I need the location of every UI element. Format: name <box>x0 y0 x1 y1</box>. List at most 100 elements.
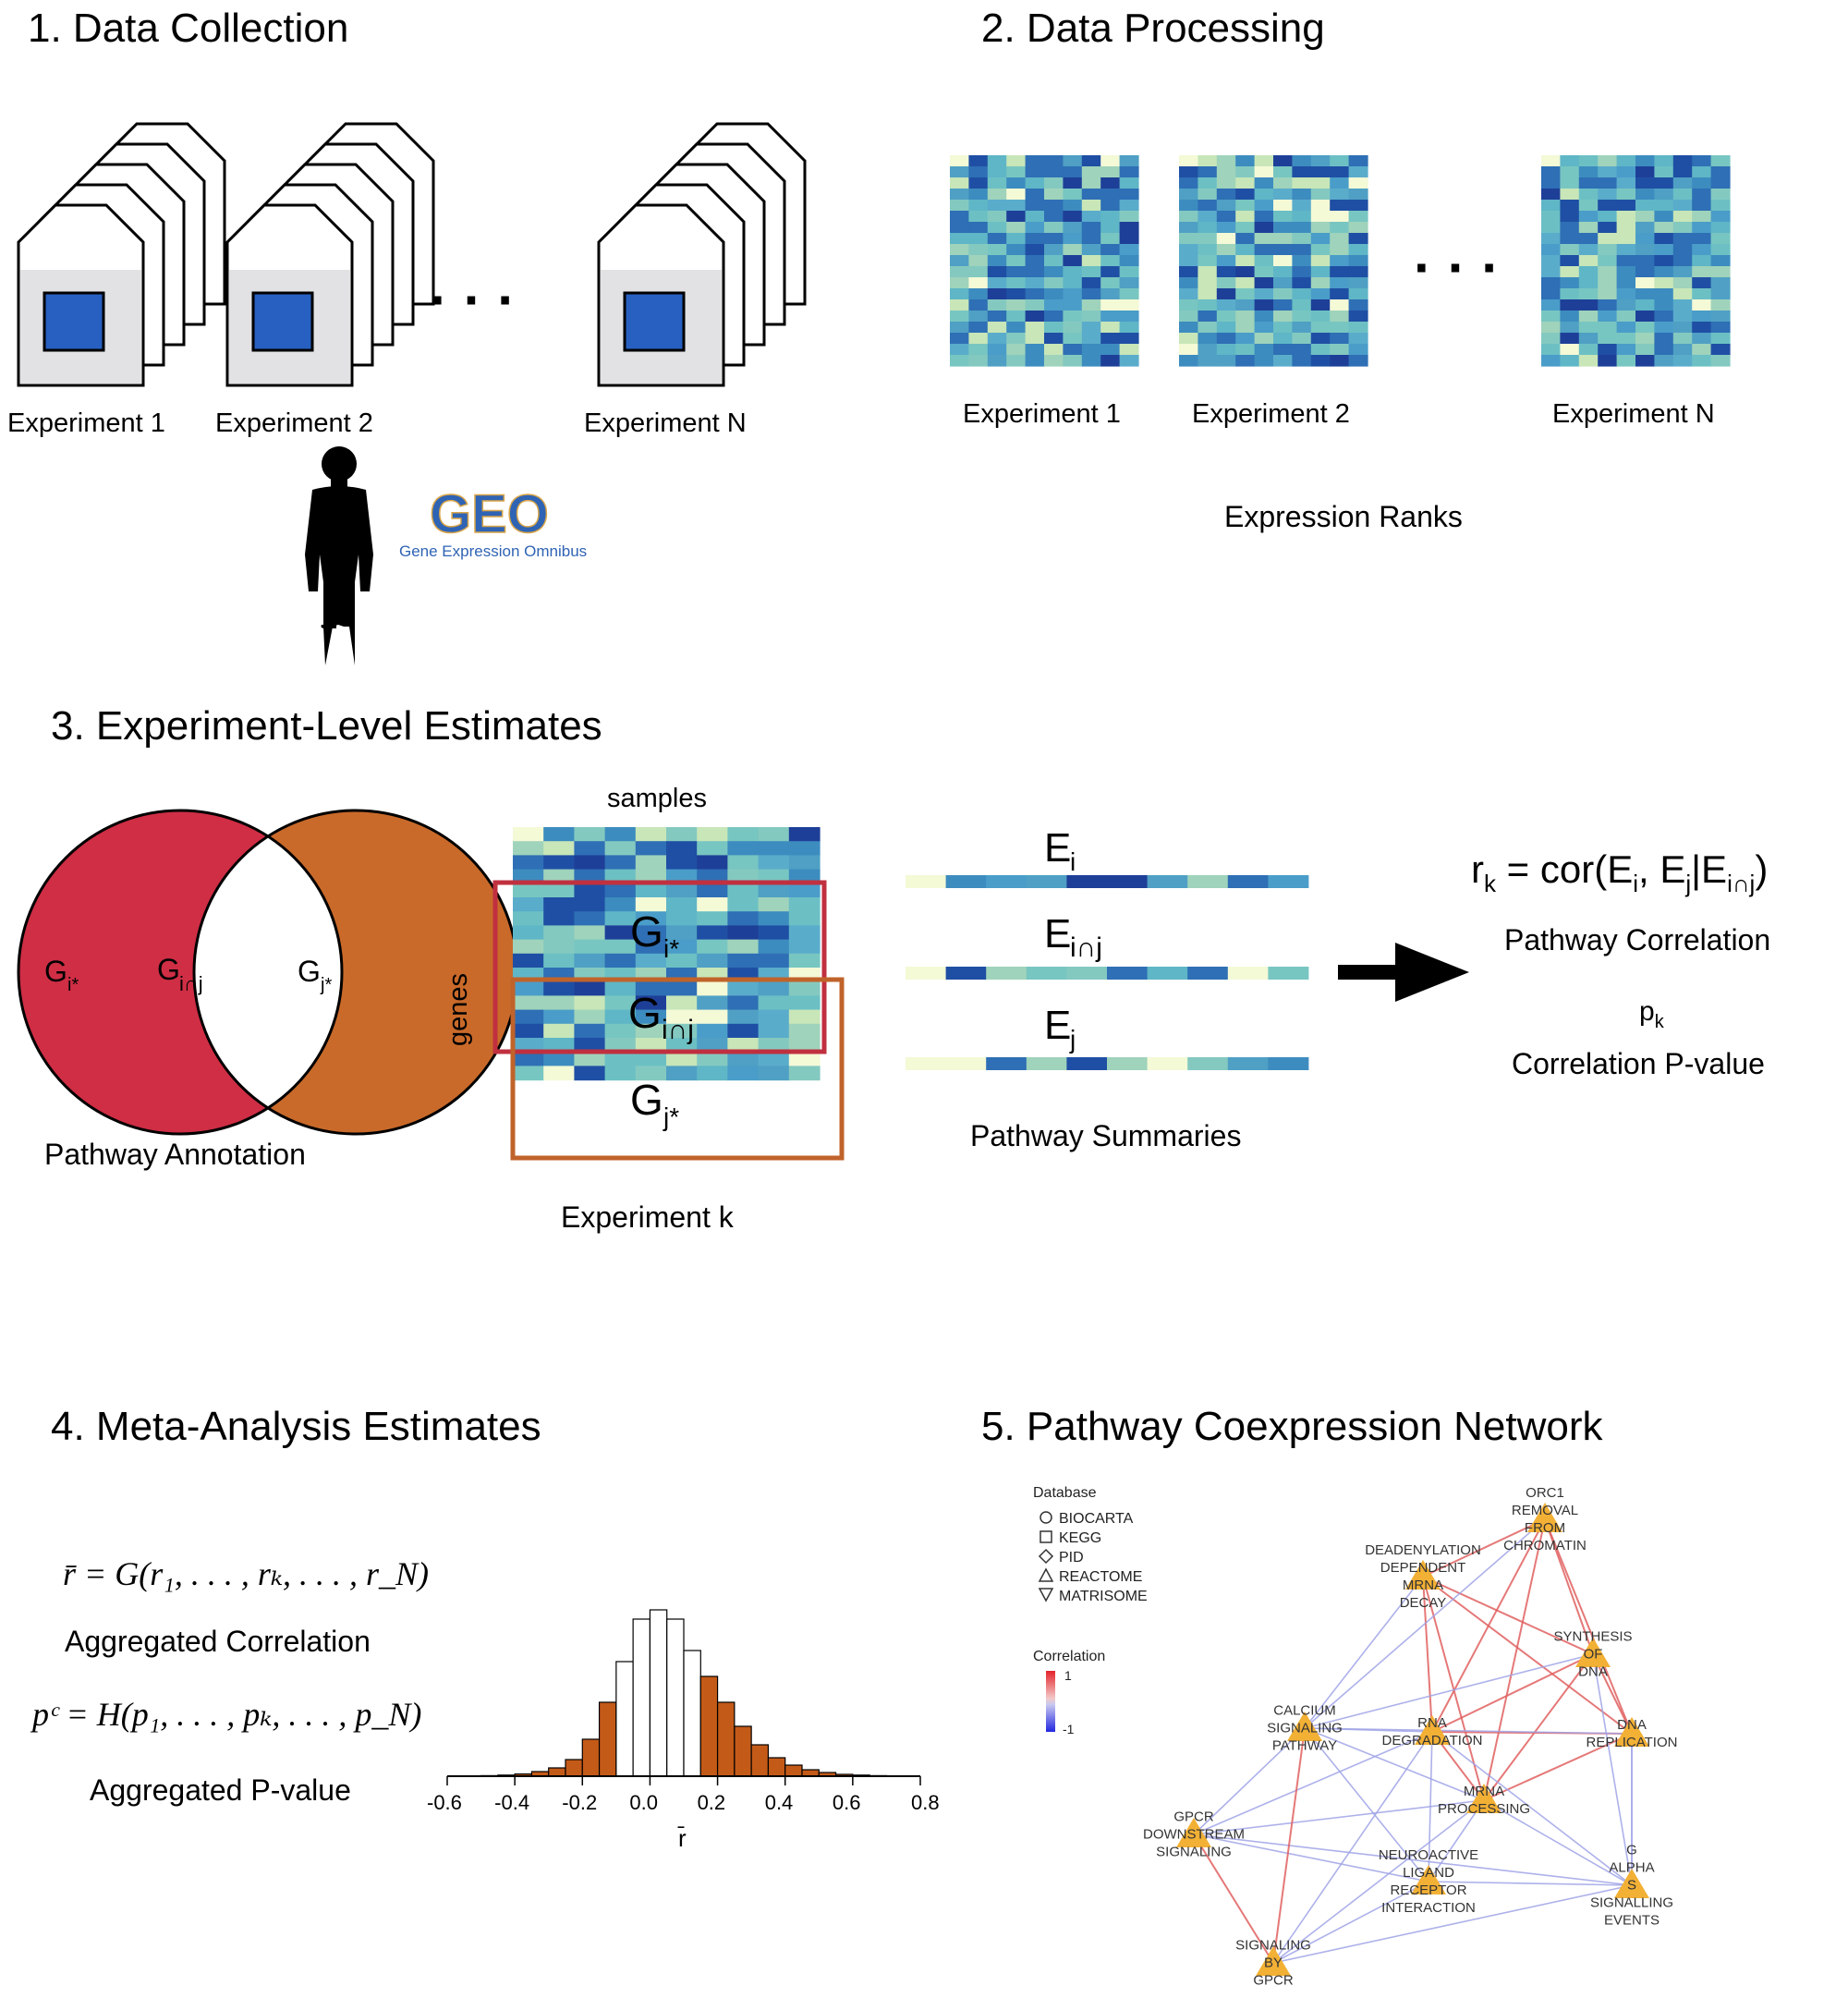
heatmap-cell <box>1310 189 1331 201</box>
heatmap-cell <box>1635 322 1655 334</box>
heatmap-cell <box>1598 288 1618 300</box>
aggregated-correlation-label: Aggregated Correlation <box>65 1625 371 1658</box>
heatmap-cell <box>1672 266 1693 278</box>
heatmap-cell <box>1292 333 1312 345</box>
heatmap-cell <box>968 266 989 278</box>
heatmap-cell <box>1292 277 1312 289</box>
heatmap-cell <box>1348 333 1368 345</box>
heatmap-cell <box>788 995 821 1011</box>
heatmap-cell <box>1598 344 1618 356</box>
heatmap-cell <box>1254 333 1274 345</box>
document-icon <box>17 203 145 387</box>
heatmap-cell <box>513 939 544 955</box>
s2-experiment-2-label: Experiment 2 <box>1192 399 1350 429</box>
heatmap-cell <box>666 841 698 856</box>
summary-cell <box>1147 967 1188 980</box>
heatmap-cell <box>1635 244 1655 256</box>
network-node-icon <box>1411 1865 1446 1894</box>
network-node-label: FROM <box>1525 1520 1565 1536</box>
heatmap-cell <box>1063 233 1083 245</box>
heatmap-cell <box>1578 189 1599 201</box>
heatmap-cell <box>543 925 575 941</box>
histogram-tick-label: 0.4 <box>765 1791 794 1814</box>
heatmap-cell <box>1044 233 1064 245</box>
network-edge <box>1428 1799 1485 1882</box>
network-node-label: INTERACTION <box>1381 1900 1476 1916</box>
heatmap-cell <box>1119 177 1139 189</box>
heatmap-cell <box>666 827 698 842</box>
heatmap-cell <box>1119 277 1139 289</box>
heatmap-cell <box>1198 177 1218 189</box>
heatmap-cell <box>1654 311 1674 323</box>
histogram-bar <box>784 1764 803 1777</box>
heatmap-cell <box>1635 288 1655 300</box>
heatmap-cell <box>1292 355 1312 367</box>
heatmap-cell <box>666 869 698 884</box>
heatmap-cell <box>604 925 637 941</box>
heatmap-cell <box>543 897 575 912</box>
heatmap-cell <box>987 288 1007 300</box>
heatmap-cell <box>666 855 698 871</box>
heatmap-cell <box>1616 255 1636 267</box>
heatmap-cell <box>666 1038 698 1053</box>
heatmap-cell <box>543 869 575 884</box>
heatmap-cell <box>1710 311 1731 323</box>
heatmap-cell <box>1616 333 1636 345</box>
s2-ellipsis: · · · <box>1414 237 1500 298</box>
summary-cell <box>1107 875 1148 888</box>
heatmap-cell <box>1216 244 1236 256</box>
heatmap-cell <box>968 288 989 300</box>
heatmap-cell <box>1348 155 1368 167</box>
heatmap-cell <box>697 981 728 996</box>
network-node-label: MRNA <box>1464 1784 1504 1799</box>
network-edge <box>1193 1799 1485 1835</box>
heatmap-cell <box>1710 322 1731 334</box>
heatmap-cell <box>1292 244 1312 256</box>
heatmap-cell <box>635 981 667 996</box>
heatmap-cell <box>1063 189 1083 201</box>
heatmap-cell <box>1235 344 1256 356</box>
heatmap-cell <box>1560 344 1580 356</box>
heatmap-cell <box>987 311 1007 323</box>
heatmap-cell <box>1541 255 1561 267</box>
heatmap-cell <box>1310 166 1331 178</box>
heatmap-cell <box>1560 255 1580 267</box>
summary-bar-3 <box>906 1057 1309 1070</box>
heatmap-cell <box>1541 355 1561 367</box>
heatmap-cell <box>1692 233 1712 245</box>
summary-cell <box>1066 875 1108 888</box>
heatmap-cell <box>1254 166 1274 178</box>
network-legend: Database BIOCARTA KEGG PID REACTOME MATR… <box>1033 1485 1148 1736</box>
heatmap-cell <box>950 288 969 300</box>
heatmap-cell <box>574 911 606 926</box>
heatmap-cell <box>1710 277 1731 289</box>
heatmap-cell <box>1635 222 1655 234</box>
heatmap-cell <box>635 883 667 898</box>
heatmap-cell <box>1348 322 1368 334</box>
heatmap-cell <box>1273 200 1293 212</box>
heatmap-cell <box>758 883 790 898</box>
heatmap-cell <box>1179 322 1198 334</box>
heatmap-cell <box>513 841 544 856</box>
histogram-tick-label: 0.2 <box>698 1791 726 1814</box>
heatmap-cell <box>1578 222 1599 234</box>
heatmap-cell <box>1635 277 1655 289</box>
heatmap-cell <box>1672 277 1693 289</box>
heatmap-cell <box>635 925 667 941</box>
network-node-label: SYNTHESIS <box>1553 1629 1632 1645</box>
summary-cell <box>1187 875 1229 888</box>
heatmap-cell <box>1292 299 1312 311</box>
heatmap-cell <box>635 855 667 871</box>
heatmap-cell <box>666 897 698 912</box>
heatmap-cell <box>1578 255 1599 267</box>
heatmap-cell <box>1006 233 1027 245</box>
heatmap-cell <box>1235 233 1256 245</box>
heatmap-cell <box>1179 177 1198 189</box>
heatmap-cell <box>1119 244 1139 256</box>
heatmap-cell <box>1179 211 1198 223</box>
heatmap-cell <box>1616 322 1636 334</box>
histogram-bar <box>666 1618 685 1777</box>
heatmap-cell <box>987 211 1007 223</box>
heatmap-cell <box>1348 299 1368 311</box>
network-node-label: REMOVAL <box>1512 1503 1578 1518</box>
